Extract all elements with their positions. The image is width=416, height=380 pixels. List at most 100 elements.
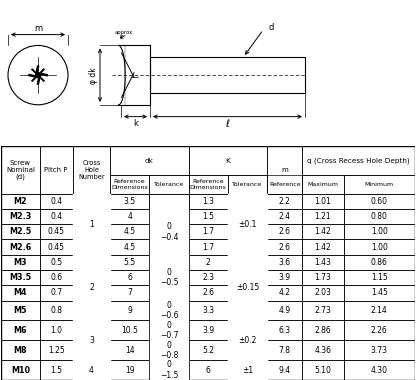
Text: Reference
Dimensions: Reference Dimensions: [190, 179, 227, 190]
Text: 3.5: 3.5: [124, 197, 136, 206]
Text: 1.01: 1.01: [314, 197, 331, 206]
Text: 9: 9: [127, 306, 132, 315]
Text: dk: dk: [145, 158, 154, 164]
Text: M5: M5: [14, 306, 27, 315]
Text: M4: M4: [14, 288, 27, 298]
Text: 3.73: 3.73: [371, 346, 388, 355]
Text: 2.03: 2.03: [314, 288, 332, 298]
Text: 0.4: 0.4: [50, 197, 62, 206]
Text: ±0.1: ±0.1: [238, 220, 257, 229]
Text: 5.10: 5.10: [314, 366, 332, 375]
Text: 1.43: 1.43: [314, 258, 332, 267]
Text: 3.9: 3.9: [279, 273, 291, 282]
Text: M10: M10: [11, 366, 30, 375]
Text: Pitch P: Pitch P: [45, 167, 68, 173]
Text: 9.4: 9.4: [279, 366, 291, 375]
Text: 2.14: 2.14: [371, 306, 388, 315]
Text: 3.3: 3.3: [202, 306, 214, 315]
Text: 0
−0.7: 0 −0.7: [160, 321, 178, 340]
Text: 7: 7: [127, 288, 132, 298]
Text: 5.5: 5.5: [124, 258, 136, 267]
Text: M3: M3: [14, 258, 27, 267]
Text: 1.45: 1.45: [371, 288, 388, 298]
Text: 1.15: 1.15: [371, 273, 388, 282]
Text: q (Cross Recess Hole Depth): q (Cross Recess Hole Depth): [307, 158, 410, 164]
Text: Reference: Reference: [269, 182, 300, 187]
Text: M6: M6: [14, 326, 27, 335]
Text: 6: 6: [206, 366, 210, 375]
Text: Cross
Hole
Number: Cross Hole Number: [78, 160, 105, 180]
Text: 1.3: 1.3: [202, 197, 214, 206]
Text: 4: 4: [89, 366, 94, 375]
Text: 2.73: 2.73: [314, 306, 332, 315]
Text: 0.45: 0.45: [48, 242, 65, 252]
Text: 0.60: 0.60: [371, 197, 388, 206]
Text: 3.9: 3.9: [202, 326, 214, 335]
Text: 0
−1.5: 0 −1.5: [160, 360, 178, 380]
Text: K: K: [225, 158, 230, 164]
Text: 1.5: 1.5: [202, 212, 214, 221]
Text: 2.3: 2.3: [202, 273, 214, 282]
Text: 3.6: 3.6: [279, 258, 291, 267]
Text: 0.7: 0.7: [50, 288, 62, 298]
Text: m: m: [34, 24, 42, 33]
Text: Minimum: Minimum: [365, 182, 394, 187]
Text: ±1: ±1: [242, 366, 253, 375]
Text: 0
−0.6: 0 −0.6: [160, 301, 178, 320]
Text: M2.6: M2.6: [9, 242, 32, 252]
Text: 1: 1: [89, 220, 94, 229]
Text: 2.6: 2.6: [202, 288, 214, 298]
Text: 4: 4: [127, 212, 132, 221]
Text: 1.73: 1.73: [314, 273, 332, 282]
Text: 0
−0.8: 0 −0.8: [160, 340, 178, 360]
Text: Reference
Dimensions: Reference Dimensions: [111, 179, 148, 190]
Text: 1.25: 1.25: [48, 346, 64, 355]
Text: 1.00: 1.00: [371, 242, 388, 252]
Text: 0.4: 0.4: [50, 212, 62, 221]
Text: 1.7: 1.7: [202, 242, 214, 252]
Text: 2.86: 2.86: [314, 326, 331, 335]
Text: 2.26: 2.26: [371, 326, 388, 335]
Text: 0.80: 0.80: [371, 212, 388, 221]
Text: 4.30: 4.30: [371, 366, 388, 375]
Text: M3.5: M3.5: [10, 273, 32, 282]
Text: 7.8: 7.8: [279, 346, 291, 355]
Text: 4.5: 4.5: [124, 242, 136, 252]
Text: 2.6: 2.6: [279, 227, 291, 236]
Text: 1.0: 1.0: [50, 326, 62, 335]
Text: 2: 2: [206, 258, 210, 267]
Text: 1.21: 1.21: [314, 212, 331, 221]
Text: d: d: [268, 23, 274, 32]
Bar: [150, 57, 305, 93]
Text: M8: M8: [14, 346, 27, 355]
Text: k: k: [133, 119, 138, 128]
Text: 0.86: 0.86: [371, 258, 388, 267]
Text: 0.8: 0.8: [50, 306, 62, 315]
Text: m: m: [281, 167, 288, 173]
Text: 1.42: 1.42: [314, 227, 331, 236]
Text: 4.36: 4.36: [314, 346, 332, 355]
Text: Tolerance: Tolerance: [233, 182, 262, 187]
Text: 1.5: 1.5: [50, 366, 62, 375]
Text: 0.6: 0.6: [50, 273, 62, 282]
Text: M2.5: M2.5: [9, 227, 32, 236]
Text: 14: 14: [125, 346, 134, 355]
Text: Screw
Nominal
(d): Screw Nominal (d): [6, 160, 35, 180]
Text: M2: M2: [14, 197, 27, 206]
Text: 2.6: 2.6: [279, 242, 291, 252]
Text: 19: 19: [125, 366, 134, 375]
Text: 0.5: 0.5: [50, 258, 62, 267]
Text: 0
−0.4: 0 −0.4: [160, 222, 178, 242]
Text: 5.2: 5.2: [202, 346, 214, 355]
Text: ±0.15: ±0.15: [236, 283, 259, 292]
Text: 2.4: 2.4: [279, 212, 291, 221]
Text: Maximum: Maximum: [307, 182, 339, 187]
Text: 0.45: 0.45: [48, 227, 65, 236]
Text: ±0.2: ±0.2: [238, 336, 257, 345]
Text: 10.5: 10.5: [121, 326, 138, 335]
Text: M2.3: M2.3: [9, 212, 32, 221]
Text: 0
−0.5: 0 −0.5: [160, 268, 178, 287]
Text: 6.3: 6.3: [279, 326, 291, 335]
Text: φ dk: φ dk: [89, 67, 98, 84]
Text: 6: 6: [127, 273, 132, 282]
